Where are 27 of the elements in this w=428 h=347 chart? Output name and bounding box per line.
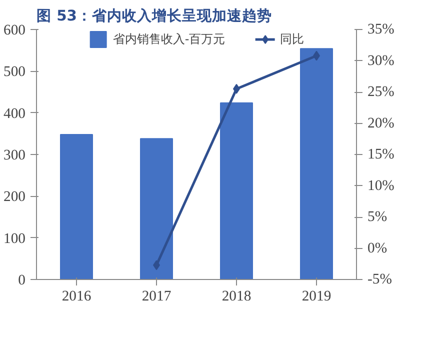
y2-tick-label: 15% [368,146,394,162]
y2-tick-label: 20% [368,115,394,132]
y-tick-label: 0 [18,272,26,288]
x-tick-label: 2018 [222,288,252,304]
x-tick-label: 2016 [62,288,92,304]
y2-tick-label: -5% [368,272,392,288]
bar [60,134,93,280]
x-tick-label: 2017 [142,288,172,304]
y-tick-label: 600 [4,22,26,38]
y-tick-label: 300 [4,148,26,164]
y-tick-label: 500 [4,64,26,80]
y2-tick-label: 25% [368,84,394,100]
y-tick-label: 100 [4,230,26,247]
y-tick-label: 400 [4,106,26,122]
legend-label: 同比 [280,30,304,48]
chart-title: 图 53：省内收入增长呈现加速趋势 [36,8,272,24]
y-tick-label: 200 [4,189,26,206]
y2-tick-label: 10% [368,178,394,194]
bar [300,48,333,280]
legend-label: 省内销售收入-百万元 [112,30,226,48]
x-tick-label: 2019 [302,288,332,304]
y2-tick-label: 35% [368,22,394,38]
bar [220,102,253,280]
bar [140,138,173,280]
y2-tick-label: 5% [368,209,388,225]
y2-tick-label: 0% [368,240,388,256]
y2-tick-label: 30% [368,52,394,69]
